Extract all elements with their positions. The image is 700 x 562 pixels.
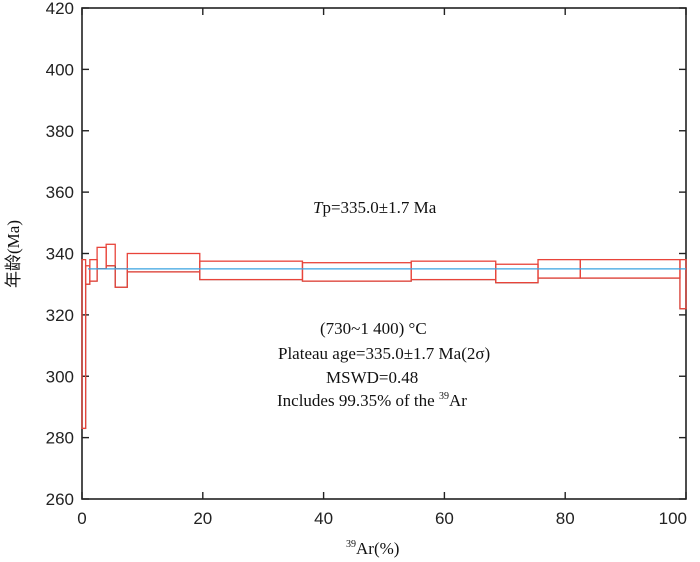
mswd-annotation: MSWD=0.48 xyxy=(326,368,418,387)
x-tick-label: 60 xyxy=(435,509,454,528)
temperature-range-annotation: (730~1 400) °C xyxy=(320,319,427,338)
y-tick-label: 380 xyxy=(46,122,74,141)
y-tick-label: 340 xyxy=(46,245,74,264)
y-tick-label: 300 xyxy=(46,367,74,386)
x-tick-label: 20 xyxy=(193,509,212,528)
x-axis-title: 39Ar(%) xyxy=(346,539,399,558)
x-tick-label: 100 xyxy=(659,509,687,528)
age-step-box xyxy=(89,258,98,282)
y-axis-title: 年龄(Ma) xyxy=(4,220,23,288)
age-step-box xyxy=(301,262,412,282)
y-tick-label: 260 xyxy=(46,490,74,509)
age-step-box xyxy=(81,258,87,430)
x-tick-label: 40 xyxy=(314,509,333,528)
age-step-box xyxy=(114,268,128,288)
y-tick-label: 280 xyxy=(46,429,74,448)
y-tick-label: 320 xyxy=(46,306,74,325)
age-steps xyxy=(81,243,687,430)
age-step-box xyxy=(495,263,539,284)
x-tick-label: 80 xyxy=(556,509,575,528)
tp-annotation: Tp=335.0±1.7 Ma xyxy=(313,198,437,217)
axis-ticks: 260 280 300 320 340 360 380 400 420 0 20 40 60 80 100 xyxy=(46,0,687,528)
y-tick-label: 420 xyxy=(46,0,74,18)
age-step-box xyxy=(199,260,304,281)
age-step-box xyxy=(105,243,116,267)
y-tick-label: 400 xyxy=(46,60,74,79)
y-tick-label: 360 xyxy=(46,183,74,202)
plateau-age-annotation: Plateau age=335.0±1.7 Ma(2σ) xyxy=(278,344,490,363)
x-tick-label: 0 xyxy=(77,509,86,528)
includes-annotation: Includes 99.35% of the 39Ar xyxy=(277,391,467,410)
age-step-box xyxy=(410,260,497,281)
age-step-box xyxy=(679,258,687,310)
age-step-box xyxy=(96,246,107,270)
